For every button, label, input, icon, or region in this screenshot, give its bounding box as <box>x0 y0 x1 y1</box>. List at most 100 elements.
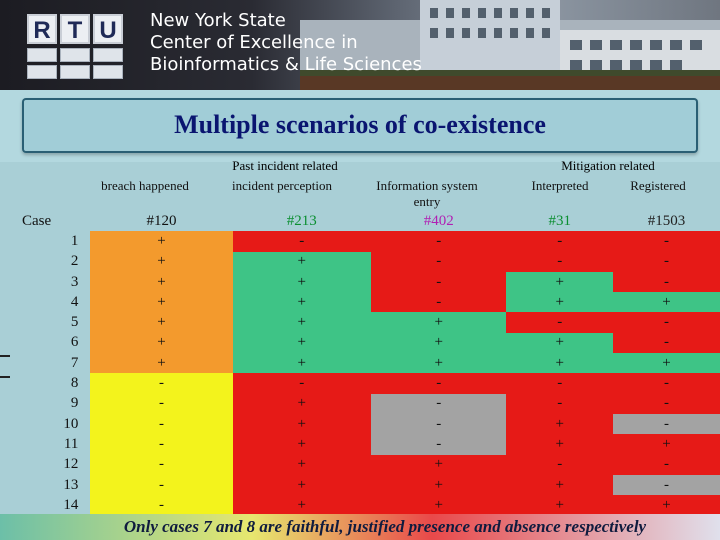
table-cell: + <box>612 292 720 313</box>
case-label: Case <box>22 212 52 229</box>
table-cell: - <box>370 231 507 252</box>
table-cell: + <box>90 353 233 374</box>
table-cell: - <box>612 231 720 252</box>
case-number: 6 <box>70 334 79 351</box>
table-cell: - <box>90 373 233 394</box>
case-number: 4 <box>70 293 79 310</box>
table-cell: - <box>506 373 613 394</box>
table-cell: + <box>232 393 371 414</box>
case-number: 2 <box>70 253 79 270</box>
table-cell: + <box>232 495 371 516</box>
table-cell: + <box>232 312 371 333</box>
table-cell: + <box>232 474 371 496</box>
table-cell: + <box>90 332 233 354</box>
case-number: 1 <box>70 232 79 249</box>
total-registered: #1503 <box>647 212 686 229</box>
total-interpreted: #31 <box>548 212 571 229</box>
logo-letter-r: R <box>27 14 57 44</box>
case-number: 3 <box>70 273 79 290</box>
table-cell: + <box>370 332 507 354</box>
table-cell: + <box>506 353 613 374</box>
table-cell: + <box>506 413 613 435</box>
table-cell: + <box>232 454 371 475</box>
table-cell: - <box>370 251 507 272</box>
table-row: 11- + - + + <box>0 434 720 455</box>
table-cell: - <box>612 312 720 333</box>
table-cell: - <box>370 413 507 435</box>
rtu-logo: R T U <box>27 14 126 44</box>
table-row: 2 + + - - - <box>0 251 720 272</box>
table-row: 6 + + + + - <box>0 332 720 354</box>
table-cell: - <box>612 251 720 272</box>
footer-note: Only cases 7 and 8 are faithful, justifi… <box>123 517 647 536</box>
pointer-arrow-8 <box>0 376 10 378</box>
table-cell: - <box>612 413 720 435</box>
table-cell: + <box>506 434 613 455</box>
table-cell: + <box>506 292 613 313</box>
table-cell: - <box>90 495 233 516</box>
table-cell: + <box>232 434 371 455</box>
group-header-mitigation: Mitigation related <box>561 158 655 173</box>
header-banner: R T U New York State Center of Excellenc… <box>0 0 720 90</box>
table-cell: + <box>232 292 371 313</box>
table-row: 3 + + - + - <box>0 271 720 293</box>
table-cell: - <box>506 231 613 252</box>
logo-letter-u: U <box>93 14 123 44</box>
org-line-2: Center of Excellence in <box>150 32 358 53</box>
footer-band <box>0 514 720 540</box>
table-cell: - <box>612 393 720 414</box>
table-cell: - <box>506 393 613 414</box>
table-cell: - <box>370 271 507 293</box>
header-interpreted: Interpreted <box>531 178 589 193</box>
pointer-arrow-7 <box>0 355 10 357</box>
group-header-incident: Past incident related <box>232 158 338 173</box>
organization-name: New York State Center of Excellence in B… <box>150 10 422 76</box>
case-number: 8 <box>70 375 79 392</box>
table-cell: + <box>90 271 233 293</box>
table-row: 14- + + + + <box>0 495 720 516</box>
table-cell: - <box>90 393 233 414</box>
table-cell: - <box>90 413 233 435</box>
title-box <box>22 98 698 153</box>
logo-letter-t: T <box>60 14 90 44</box>
table-cell: + <box>232 332 371 354</box>
case-number: 10 <box>63 415 79 432</box>
case-number: 9 <box>70 395 79 412</box>
scenario-table: Case #120 #213 #402 #31 #1503 1 + - - - -2 + + -… <box>0 211 720 516</box>
table-cell: - <box>612 271 720 293</box>
table-cell: - <box>90 454 233 475</box>
table-cell: + <box>506 495 613 516</box>
table-cell: - <box>370 292 507 313</box>
table-row: 8----- <box>0 373 720 394</box>
header-registered: Registered <box>630 178 686 193</box>
table-cell: + <box>90 312 233 333</box>
table-cell: + <box>232 413 371 435</box>
table-row: 5 + + + - - <box>0 312 720 333</box>
table-cell: + <box>90 251 233 272</box>
table-cell: - <box>612 454 720 475</box>
table-cell: - <box>612 373 720 394</box>
table-cell: - <box>612 474 720 496</box>
table-cell: + <box>612 495 720 516</box>
header-breach-happened: breach happened <box>101 178 189 193</box>
table-cell: + <box>370 495 507 516</box>
table-cell: - <box>506 454 613 475</box>
case-number: 5 <box>70 314 79 331</box>
total-breach: #120 <box>146 212 177 229</box>
case-number: 12 <box>63 456 79 473</box>
table-cell: + <box>232 271 371 293</box>
table-cell: - <box>90 474 233 496</box>
table-cell: - <box>370 434 507 455</box>
table-cell: - <box>232 231 371 252</box>
totals-row: Case #120 #213 #402 #31 #1503 <box>0 211 720 231</box>
table-cell: + <box>232 251 371 272</box>
table-row: 12- + + - - <box>0 454 720 475</box>
table-row: 13- + + + - <box>0 474 720 496</box>
slide-title: Multiple scenarios of co-existence <box>174 110 546 139</box>
header-incident-perception: incident perception <box>232 178 332 193</box>
table-row: 9- + - - - <box>0 393 720 414</box>
case-number: 13 <box>63 476 79 493</box>
table-cell: - <box>612 332 720 354</box>
org-line-1: New York State <box>150 10 286 31</box>
table-cell: + <box>506 332 613 354</box>
